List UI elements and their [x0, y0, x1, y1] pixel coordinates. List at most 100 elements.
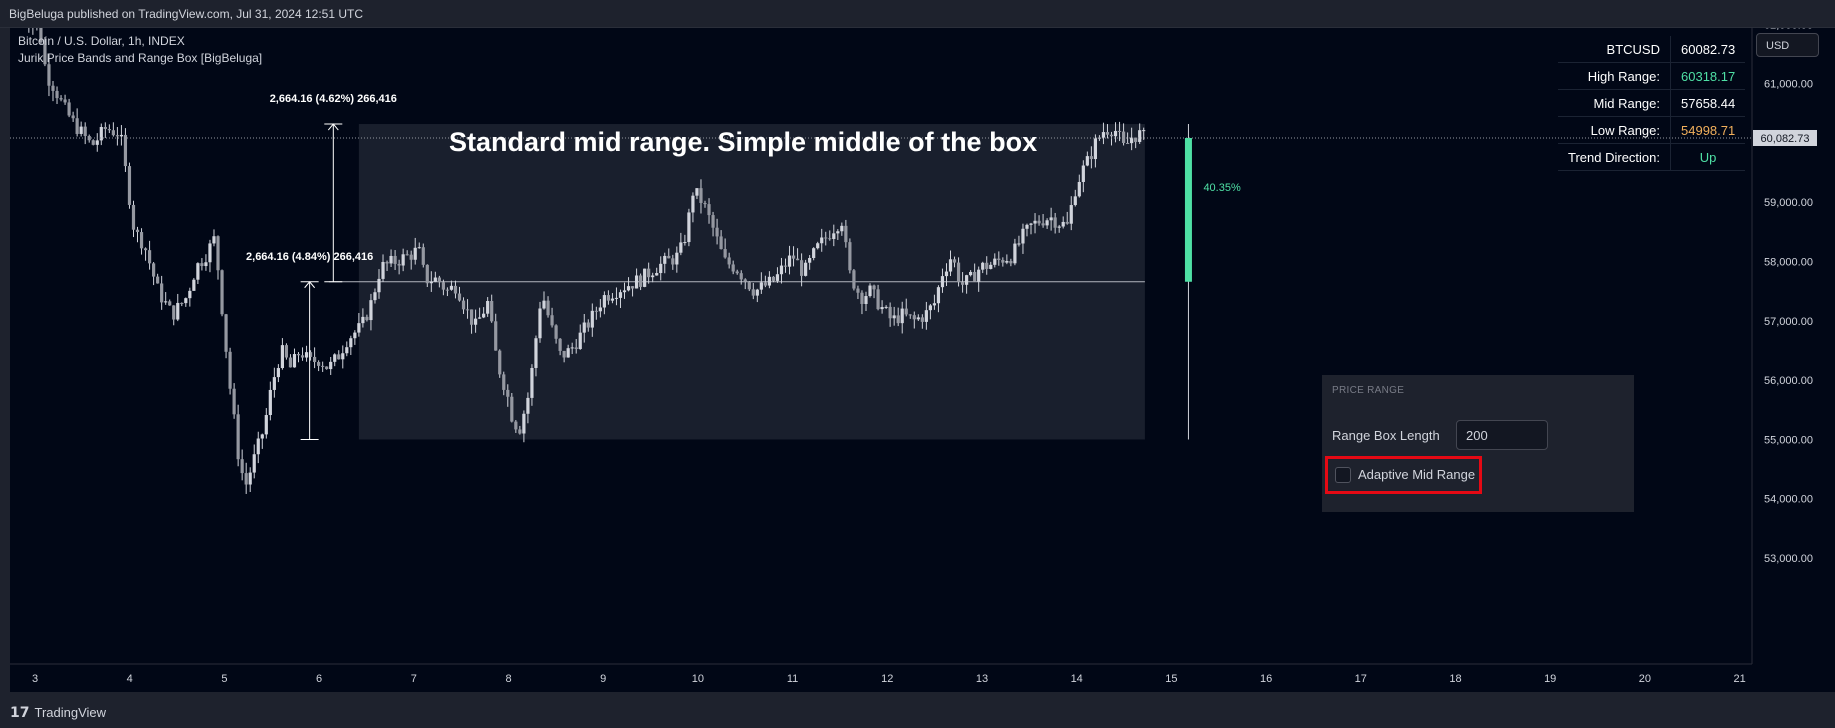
candle-body [123, 134, 128, 167]
candle-body [590, 310, 594, 328]
candle-body [812, 248, 816, 259]
x-tick-label: 9 [600, 673, 606, 685]
indicator-title[interactable]: Jurik Price Bands and Range Box [BigBelu… [18, 51, 263, 65]
candle-body [977, 269, 981, 282]
candle-body [594, 310, 598, 312]
candle-body [755, 289, 759, 296]
candle-body [993, 258, 997, 265]
candle-body [1113, 130, 1118, 137]
stats-label: BTCUSD [1558, 36, 1671, 63]
candle-body [848, 242, 852, 271]
candle-body [1134, 137, 1138, 142]
candle-body [550, 315, 554, 326]
y-tick-label: 62,000.00 [1764, 28, 1813, 31]
stats-table: BTCUSD 60082.73 High Range: 60318.17 Mid Ran… [1558, 36, 1746, 171]
candle-body [184, 298, 188, 304]
candle-body [506, 389, 510, 397]
candle-body [465, 309, 470, 311]
candle-body [719, 236, 723, 250]
tradingview-logo[interactable]: 𝟭𝟳 TradingView [10, 704, 106, 721]
candle-body [212, 236, 216, 244]
candle-body [292, 354, 297, 368]
candle-body [804, 262, 808, 276]
candle-body [308, 352, 313, 357]
x-tick-label: 20 [1639, 673, 1651, 685]
candle-body [1089, 156, 1093, 160]
candle-body [357, 323, 361, 333]
candle-body [908, 314, 912, 316]
candle-body [518, 429, 522, 434]
candle-body [409, 254, 413, 260]
candle-body [437, 277, 441, 283]
candle-body [514, 421, 518, 430]
candle-body [280, 345, 285, 369]
candle-body [83, 126, 87, 136]
candle-body [944, 271, 949, 277]
measure-lower-label: 2,664.16 (4.84%) 266,416 [246, 251, 373, 263]
stats-label: Trend Direction: [1558, 143, 1671, 171]
candle-body [349, 338, 353, 348]
x-tick-label: 13 [976, 673, 988, 685]
candle-body [449, 285, 454, 290]
range-box-length-input[interactable] [1456, 420, 1548, 450]
candle-body [111, 130, 115, 136]
candle-body [39, 28, 43, 43]
candle-body [510, 396, 514, 422]
y-tick-label: 55,000.00 [1764, 434, 1813, 446]
candle-body [131, 204, 136, 230]
candle-body [91, 140, 95, 145]
candle-body [313, 356, 317, 363]
candle-body [115, 135, 119, 137]
candle-body [200, 263, 204, 267]
y-tick-label: 54,000.00 [1764, 494, 1813, 506]
candle-body [920, 317, 924, 322]
candle-body [683, 242, 687, 244]
candle-body [365, 316, 369, 321]
candle-body [1093, 138, 1098, 160]
y-tick-label: 53,000.00 [1764, 553, 1813, 565]
candle-body [256, 438, 260, 455]
candle-body [526, 397, 530, 414]
candle-body [647, 268, 651, 278]
price-axis[interactable] [1752, 28, 1835, 692]
candle-body [1057, 226, 1061, 228]
candle-body [997, 258, 1001, 260]
stats-row: Mid Range: 57658.44 [1558, 89, 1746, 117]
candle-body [325, 366, 329, 370]
x-tick-label: 17 [1355, 673, 1367, 685]
published-by-text: BigBeluga published on TradingView.com, … [9, 7, 364, 21]
candle-body [703, 202, 707, 205]
candle-body [152, 263, 156, 277]
candle-body [453, 285, 458, 294]
candle-body [643, 268, 647, 287]
y-tick-label: 61,000.00 [1764, 79, 1813, 91]
candle-body [952, 259, 957, 263]
candle-body [880, 307, 884, 310]
time-axis[interactable] [10, 664, 1752, 692]
candle-body [107, 129, 111, 131]
candle-body [1005, 261, 1009, 263]
candle-body [417, 247, 421, 249]
candle-body [824, 237, 828, 239]
candle-body [1017, 243, 1021, 245]
candle-body [498, 350, 502, 375]
candle-body [667, 255, 671, 259]
adaptive-mid-range-checkbox[interactable] [1335, 467, 1351, 483]
candle-body [606, 295, 611, 301]
candle-body [95, 140, 99, 145]
measure-upper-arrow-icon [327, 123, 339, 131]
candle-body [566, 348, 570, 358]
candle-body [675, 252, 679, 265]
adaptive-mid-range-label[interactable]: Adaptive Mid Range [1358, 467, 1476, 482]
measure-lower-arrow-icon [304, 280, 316, 289]
chart-area[interactable]: 60,082.73 2,664.16 (4.62%) 266,416 2,664.1… [0, 28, 1835, 692]
price-chart[interactable]: 60,082.73 2,664.16 (4.62%) 266,416 2,664.1… [0, 28, 1835, 692]
candle-body [361, 316, 365, 324]
candle-body [135, 229, 140, 233]
currency-button[interactable]: USD [1756, 33, 1819, 57]
x-tick-label: 11 [787, 673, 798, 685]
symbol-title[interactable]: Bitcoin / U.S. Dollar, 1h, INDEX [18, 34, 185, 48]
candle-body [192, 279, 196, 291]
candle-body [329, 361, 333, 370]
candle-body [260, 434, 264, 439]
